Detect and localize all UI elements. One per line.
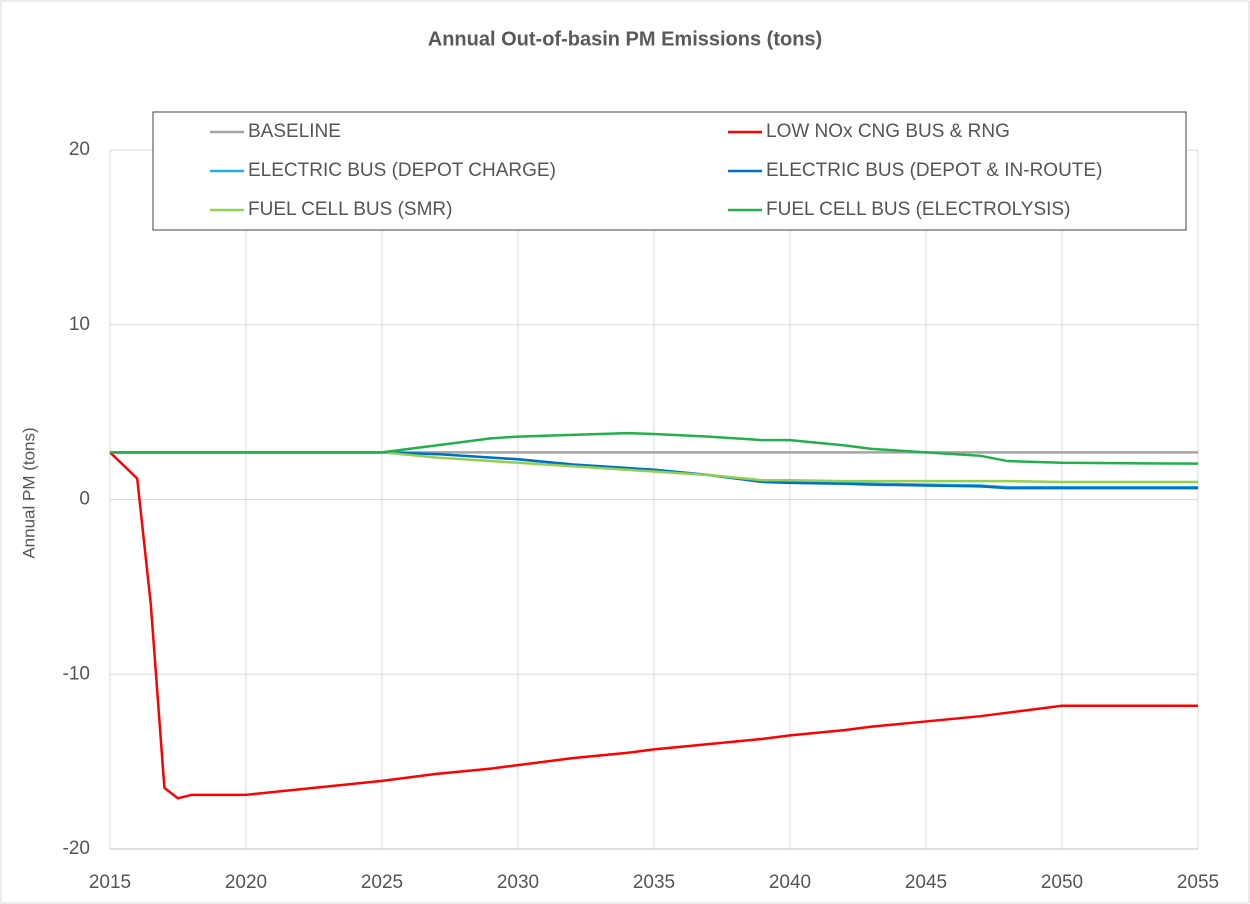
x-tick-label: 2025 <box>361 872 403 893</box>
y-tick-label: 10 <box>69 314 90 335</box>
y-axis-label: Annual PM (tons) <box>19 427 38 558</box>
series-line <box>110 431 1199 465</box>
legend-box <box>152 111 1187 231</box>
series-line <box>109 451 1198 800</box>
chart-title: Annual Out-of-basin PM Emissions (tons) <box>428 28 822 50</box>
y-tick-label: -20 <box>63 838 90 859</box>
legend-label: FUEL CELL BUS (ELECTROLYSIS) <box>766 199 1070 220</box>
y-tick-label: -10 <box>63 663 90 684</box>
legend-label: LOW NOx CNG BUS & RNG <box>766 121 1010 142</box>
x-tick-label: 2035 <box>633 872 675 893</box>
x-tick-label: 2055 <box>1177 872 1219 893</box>
y-tick-label: 0 <box>79 489 90 510</box>
y-tick-label: 20 <box>69 139 90 160</box>
x-tick-label: 2030 <box>497 872 539 893</box>
x-tick-label: 2015 <box>89 872 131 893</box>
x-tick-label: 2050 <box>1041 872 1083 893</box>
legend-label: BASELINE <box>248 121 341 142</box>
legend-label: FUEL CELL BUS (SMR) <box>248 199 452 220</box>
legend-label: ELECTRIC BUS (DEPOT CHARGE) <box>248 160 556 181</box>
x-tick-label: 2040 <box>769 872 811 893</box>
x-tick-label: 2045 <box>905 872 947 893</box>
legend-label: ELECTRIC BUS (DEPOT & IN-ROUTE) <box>766 160 1102 181</box>
x-tick-label: 2020 <box>225 872 267 893</box>
